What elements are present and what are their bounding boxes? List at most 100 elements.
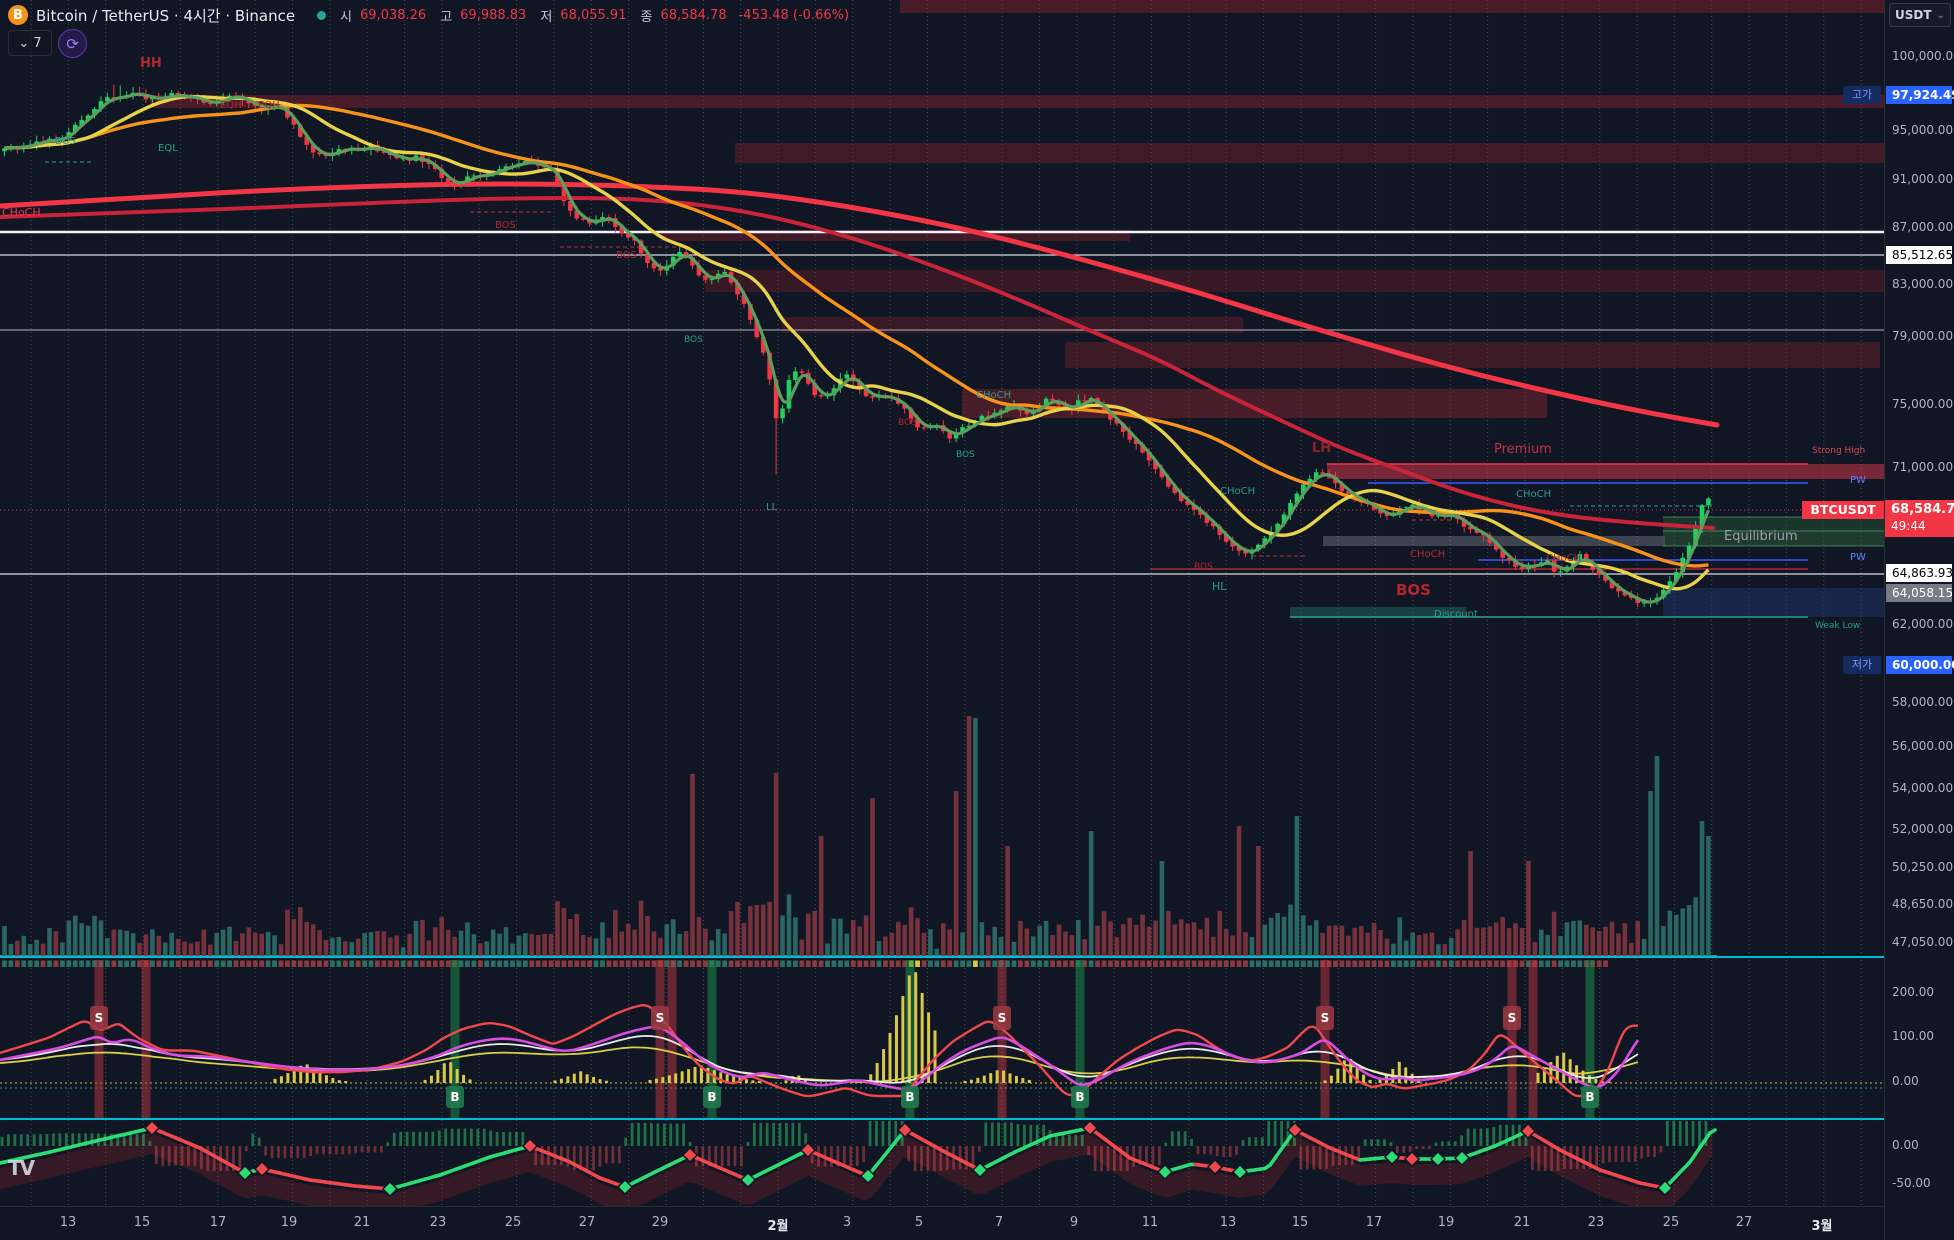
indicator-tick: 200.00	[1892, 985, 1934, 999]
price-tick: 56,000.00	[1892, 739, 1954, 753]
symbol-title[interactable]: Bitcoin / TetherUS · 4시간 · Binance	[36, 6, 296, 25]
date-tick[interactable]: 7	[994, 1215, 1004, 1230]
last-price-label: 68,584.78 49:44	[1885, 500, 1954, 537]
price-tick: 79,000.00	[1892, 329, 1954, 343]
price-tick: 62,000.00	[1892, 617, 1954, 631]
date-tick[interactable]: 21	[1513, 1215, 1531, 1230]
close-value: 68,584.78	[660, 7, 727, 23]
price-tick: 50,250.00	[1892, 860, 1954, 874]
price-tick: 58,000.00	[1892, 695, 1954, 709]
signal-strip	[2, 960, 1608, 967]
chevron-down-icon: ⌄	[1936, 9, 1945, 21]
chart-annotation: CHoCH	[2, 206, 41, 219]
chart-canvas[interactable]: S S S S S B B B B B	[0, 0, 1884, 1206]
chart-annotation: Strong High	[1812, 446, 1866, 456]
price-tick: 71,000.00	[1892, 460, 1954, 474]
open-value: 69,038.26	[360, 7, 427, 23]
svg-text:B: B	[905, 1090, 914, 1104]
chart-annotation: CHoCH	[1516, 489, 1552, 500]
svg-text:S: S	[1508, 1011, 1517, 1025]
price-level-prefix: 저가	[1843, 656, 1881, 674]
last-price-value: 68,584.78	[1891, 502, 1954, 517]
svg-text:S: S	[998, 1011, 1007, 1025]
chart-annotation: BOS	[684, 335, 703, 345]
price-tick: 100,000.00	[1892, 49, 1954, 63]
date-tick[interactable]: 23	[429, 1215, 447, 1230]
date-tick[interactable]: 13	[59, 1215, 77, 1230]
chart-annotation: BOS	[956, 450, 975, 460]
date-tick[interactable]: 13	[1219, 1215, 1237, 1230]
chart-annotation: CHoCH	[1546, 553, 1582, 564]
volume-bars	[2, 716, 1711, 956]
bar-countdown: 49:44	[1891, 519, 1926, 533]
date-tick[interactable]: 21	[353, 1215, 371, 1230]
chart-annotation: HH	[140, 56, 162, 71]
chart-annotation: LL	[766, 502, 778, 513]
time-axis[interactable]: ⚙ 1315171921232527292월357911131517192123…	[0, 1206, 1954, 1240]
date-tick[interactable]: 15	[133, 1215, 151, 1230]
chart-annotation: LH	[1312, 441, 1332, 456]
indicator-collapse-button[interactable]: ⌄ 7	[8, 30, 52, 56]
price-level-chip: 85,512.65	[1886, 246, 1953, 264]
date-tick[interactable]: 29	[651, 1215, 669, 1230]
price-level-chip: 60,000.00	[1886, 656, 1954, 674]
indicator-tick: -50.00	[1892, 1176, 1931, 1190]
chart-annotation: EQH	[258, 100, 280, 111]
chart-annotation: HL	[1212, 580, 1227, 593]
high-value: 69,988.83	[460, 7, 527, 23]
chart-annotation: EQL	[158, 143, 178, 154]
date-tick[interactable]: 17	[209, 1215, 227, 1230]
indicator-tick: 100.00	[1892, 1029, 1934, 1043]
date-tick[interactable]: 23	[1587, 1215, 1605, 1230]
low-label: 저	[540, 9, 553, 25]
price-level-prefix: 고가	[1843, 86, 1881, 104]
tradingview-logo-icon[interactable]: TV	[8, 1156, 35, 1180]
price-tick: 87,000.00	[1892, 220, 1954, 234]
price-tick: 54,000.00	[1892, 781, 1954, 795]
date-tick[interactable]: 3월	[1811, 1219, 1833, 1234]
chart-annotation: PW	[1850, 475, 1866, 486]
svg-text:B: B	[1585, 1090, 1594, 1104]
panel-separator[interactable]	[0, 956, 1954, 958]
svg-text:B: B	[707, 1090, 716, 1104]
price-tick: 83,000.00	[1892, 277, 1954, 291]
date-tick[interactable]: 17	[1365, 1215, 1383, 1230]
chart-annotation: BOS	[495, 220, 516, 231]
indicator-tick: 0.00	[1892, 1138, 1919, 1152]
svg-text:S: S	[1321, 1011, 1330, 1025]
chart-annotation: CHoCH	[1220, 486, 1256, 497]
chart-annotation: BOS	[1194, 562, 1213, 572]
supply-demand-zones	[150, 0, 1884, 618]
date-tick[interactable]: 27	[578, 1215, 596, 1230]
symbol-legend[interactable]: B Bitcoin / TetherUS · 4시간 · Binance 시 69…	[8, 4, 849, 26]
chart-annotation: Equilibrium	[1724, 529, 1798, 544]
chart-annotation: PW	[1850, 552, 1866, 563]
chart-annotation: Discount	[1434, 609, 1478, 620]
date-tick[interactable]: 3	[842, 1215, 852, 1230]
chart-annotation: BOS	[55, 136, 76, 147]
chevron-down-icon: ⌄	[18, 35, 30, 51]
date-tick[interactable]: 19	[280, 1215, 298, 1230]
chart-annotation: Weak Low	[1815, 621, 1861, 631]
date-tick[interactable]: 25	[504, 1215, 522, 1230]
price-scale[interactable]: USDT ⌄ 100,000.00 95,000.00 91,000.00 87,00…	[1884, 0, 1954, 1240]
moving-averages	[0, 92, 1720, 604]
date-tick[interactable]: 9	[1069, 1215, 1079, 1230]
date-tick[interactable]: 11	[1141, 1215, 1159, 1230]
price-level-chip: 64,863.93	[1886, 564, 1953, 582]
date-tick[interactable]: 27	[1735, 1215, 1753, 1230]
svg-text:B: B	[450, 1090, 459, 1104]
date-tick[interactable]: 19	[1437, 1215, 1455, 1230]
refresh-icon[interactable]: ⟳	[58, 29, 87, 58]
date-tick[interactable]: 15	[1291, 1215, 1309, 1230]
currency-selector[interactable]: USDT ⌄	[1889, 3, 1951, 27]
change-value: -453.48 (-0.66%)	[738, 7, 850, 23]
date-tick[interactable]: 2월	[767, 1219, 789, 1234]
panel-separator[interactable]	[0, 1118, 1954, 1120]
price-level-chip: 97,924.49	[1886, 86, 1954, 104]
chart-annotation: Premium	[1494, 442, 1552, 457]
date-tick[interactable]: 25	[1662, 1215, 1680, 1230]
indicator-tick: 0.00	[1892, 1074, 1919, 1088]
date-tick[interactable]: 5	[914, 1215, 924, 1230]
